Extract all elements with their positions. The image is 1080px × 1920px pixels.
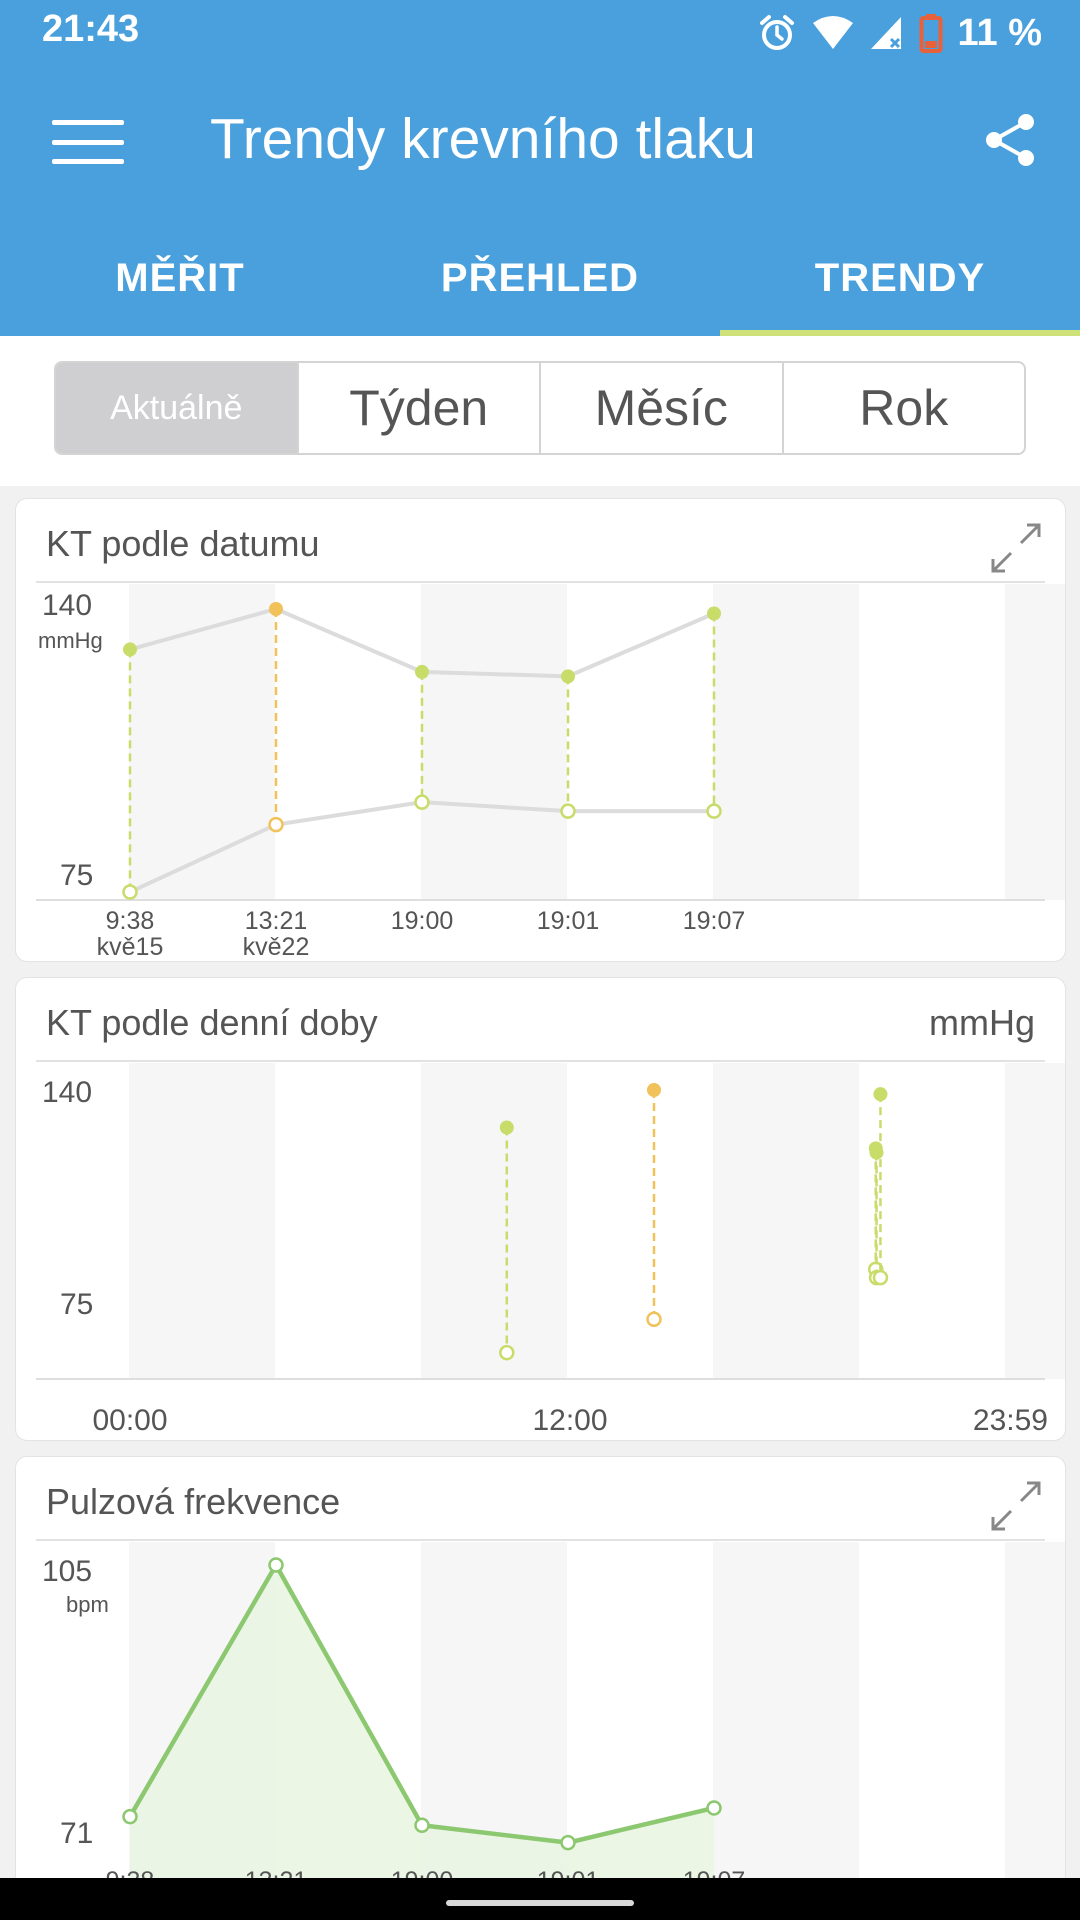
grid-band (129, 584, 275, 900)
diastolic-point (872, 1269, 889, 1286)
period-current[interactable]: Aktuálně (56, 363, 297, 453)
divider (36, 1539, 1045, 1541)
battery-percent: 11 % (957, 11, 1042, 54)
pulse-area (130, 1565, 714, 1897)
signal-icon (871, 17, 902, 49)
systolic-point (707, 606, 721, 621)
status-time: 21:43 (42, 8, 140, 50)
x-tick-label: 9:38 (106, 907, 155, 935)
divider (36, 581, 1045, 583)
pulse-card[interactable]: Pulzová frekvence 105bpm719:3813:2119:00… (15, 1456, 1066, 1898)
tab-trendy[interactable]: TRENDY (720, 230, 1080, 336)
x-tick-label: 00:00 (92, 1404, 167, 1437)
x-tick-label: 19:01 (537, 907, 600, 935)
y-tick-label: 105 (42, 1555, 92, 1588)
status-icons: 11 % (757, 8, 1042, 58)
period-selector-bar: Aktuálně Týden Měsíc Rok (0, 336, 1080, 486)
x-tick-sublabel: kvě15 (97, 933, 164, 961)
period-year[interactable]: Rok (781, 363, 1025, 453)
grid-band (1005, 1542, 1065, 1897)
x-tick-label: 23:59 (973, 1404, 1048, 1437)
y-unit-label: bpm (66, 1592, 109, 1617)
card-title: KT podle datumu (46, 523, 320, 564)
diastolic-point (268, 816, 284, 833)
diastolic-point (122, 884, 138, 900)
systolic-point (561, 669, 575, 684)
unit-label: mmHg (929, 1002, 1035, 1043)
y-tick-label: 75 (60, 1288, 93, 1321)
battery-low-icon (919, 14, 943, 53)
x-tick-label: 19:00 (391, 907, 454, 935)
home-gesture-pill[interactable] (446, 1900, 634, 1906)
grid-band (713, 1063, 859, 1379)
grid-band (713, 584, 859, 900)
period-week[interactable]: Týden (296, 363, 540, 453)
systolic-point (415, 664, 429, 679)
y-tick-label: 75 (60, 859, 93, 892)
x-tick-label: 19:07 (683, 907, 746, 935)
grid-band (1005, 584, 1065, 900)
y-tick-label: 71 (60, 1817, 93, 1850)
grid-band (713, 1542, 859, 1897)
alarm-icon (760, 15, 795, 50)
period-selector: Aktuálně Týden Měsíc Rok (54, 361, 1026, 455)
pulse-point (414, 1817, 430, 1834)
y-tick-label: 140 (42, 589, 92, 622)
systolic-point (646, 1083, 661, 1097)
tab-bar: MĚŘIT PŘEHLED TRENDY (0, 230, 1080, 336)
diastolic-point (560, 803, 576, 819)
pulse-point (122, 1808, 138, 1825)
grid-band (1005, 1063, 1065, 1379)
x-tick-sublabel: kvě22 (243, 933, 310, 961)
bp-by-date-card[interactable]: KT podle datumu 140 mmHg 75 9:38 kvě15 13:21 k… (15, 498, 1066, 962)
card-title: KT podle denní doby (46, 1002, 378, 1043)
period-month[interactable]: Měsíc (539, 363, 782, 453)
x-tick-label: 13:21 (245, 907, 308, 935)
wifi-icon (813, 16, 854, 49)
diastolic-point (414, 794, 430, 810)
bp-by-daytime-card: KT podle denní doby mmHg 140 75 00:00 12:00… (15, 977, 1066, 1441)
expand-icon[interactable] (989, 521, 1043, 575)
app-title: Trendy krevního tlaku (210, 107, 756, 171)
pulse-point (268, 1557, 284, 1573)
systolic-point (873, 1087, 888, 1102)
hamburger-menu-icon[interactable] (52, 112, 124, 172)
grid-band (129, 1063, 275, 1379)
systolic-point (269, 602, 283, 616)
card-title: Pulzová frekvence (46, 1481, 341, 1522)
share-icon[interactable] (980, 110, 1040, 170)
tab-prehled[interactable]: PŘEHLED (440, 256, 640, 300)
grid-band (421, 1063, 567, 1379)
grid-band (421, 584, 567, 900)
bp-by-daytime-chart: 140 75 00:00 12:00 23:59 (36, 1063, 1065, 1437)
diastolic-point (706, 803, 722, 819)
expand-icon[interactable] (989, 1479, 1043, 1533)
systolic-point (499, 1120, 514, 1135)
pulse-point (706, 1800, 722, 1816)
title-bar: Trendy krevního tlaku (0, 90, 1080, 200)
y-tick-label: 140 (42, 1076, 92, 1109)
divider (36, 1060, 1045, 1062)
diastolic-point (499, 1344, 515, 1361)
diastolic-point (646, 1311, 662, 1328)
tab-merit[interactable]: MĚŘIT (115, 256, 245, 300)
status-bar: 21:43 11 % (0, 0, 1080, 64)
app-bar: 21:43 11 % Trendy k (0, 0, 1080, 336)
y-unit-label: mmHg (38, 628, 103, 653)
x-tick-label: 12:00 (532, 1404, 607, 1437)
pulse-point (560, 1834, 576, 1851)
systolic-point (123, 642, 137, 657)
system-nav-bar (0, 1878, 1080, 1920)
